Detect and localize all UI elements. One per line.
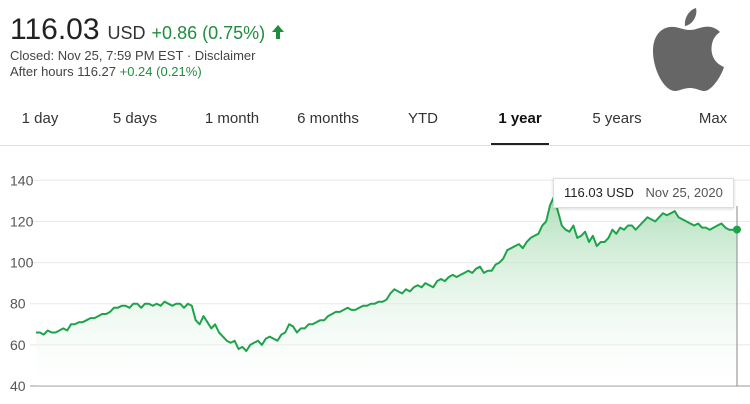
y-tick-label: 40 (10, 378, 26, 394)
tab-5-years[interactable]: 5 years (592, 110, 642, 127)
y-tick-label: 60 (10, 337, 26, 353)
tab-6-months[interactable]: 6 months (297, 110, 359, 127)
y-tick-label: 100 (10, 255, 34, 271)
currency-label: USD (107, 23, 146, 43)
price-chart[interactable]: 140 120 100 80 60 40 (0, 170, 750, 404)
meta-separator: · (186, 48, 192, 63)
price-row: 116.03 USD +0.86 (0.75%) (10, 12, 285, 48)
y-tick-label: 120 (10, 213, 34, 229)
arrow-up-icon (271, 24, 285, 40)
y-axis-labels: 140 120 100 80 60 40 (10, 172, 34, 394)
tab-1-year[interactable]: 1 year (498, 110, 542, 127)
tab-max[interactable]: Max (698, 110, 728, 127)
tooltip-date: Nov 25, 2020 (645, 185, 723, 200)
close-status: Closed: Nov 25, 7:59 PM EST · Disclaimer (10, 48, 285, 64)
y-tick-label: 140 (10, 172, 34, 188)
closed-time: Closed: Nov 25, 7:59 PM EST (10, 48, 184, 63)
range-tabs: 1 day 5 days 1 month 6 months YTD 1 year… (0, 102, 750, 146)
after-hours-price: After hours 116.27 (10, 64, 116, 79)
after-hours: After hours 116.27 +0.24 (0.21%) (10, 64, 285, 80)
price-line (36, 195, 738, 352)
price-area (36, 196, 737, 386)
apple-logo (652, 6, 728, 96)
after-hours-change: +0.24 (0.21%) (119, 64, 202, 79)
tabs-divider (0, 145, 750, 146)
price-change: +0.86 (0.75%) (151, 23, 266, 43)
current-price: 116.03 (10, 13, 100, 46)
tooltip-price: 116.03 USD (564, 185, 634, 200)
tab-1-day[interactable]: 1 day (21, 110, 59, 127)
price-tooltip: 116.03 USD Nov 25, 2020 (553, 178, 734, 208)
tab-ytd[interactable]: YTD (408, 110, 438, 127)
quote-header: 116.03 USD +0.86 (0.75%) Closed: Nov 25,… (10, 12, 285, 80)
y-tick-label: 80 (10, 296, 26, 312)
tab-1-month[interactable]: 1 month (204, 110, 260, 127)
disclaimer-link[interactable]: Disclaimer (194, 48, 256, 63)
active-tab-indicator (491, 143, 549, 146)
tab-5-days[interactable]: 5 days (112, 110, 158, 127)
current-price-dot (733, 225, 741, 234)
